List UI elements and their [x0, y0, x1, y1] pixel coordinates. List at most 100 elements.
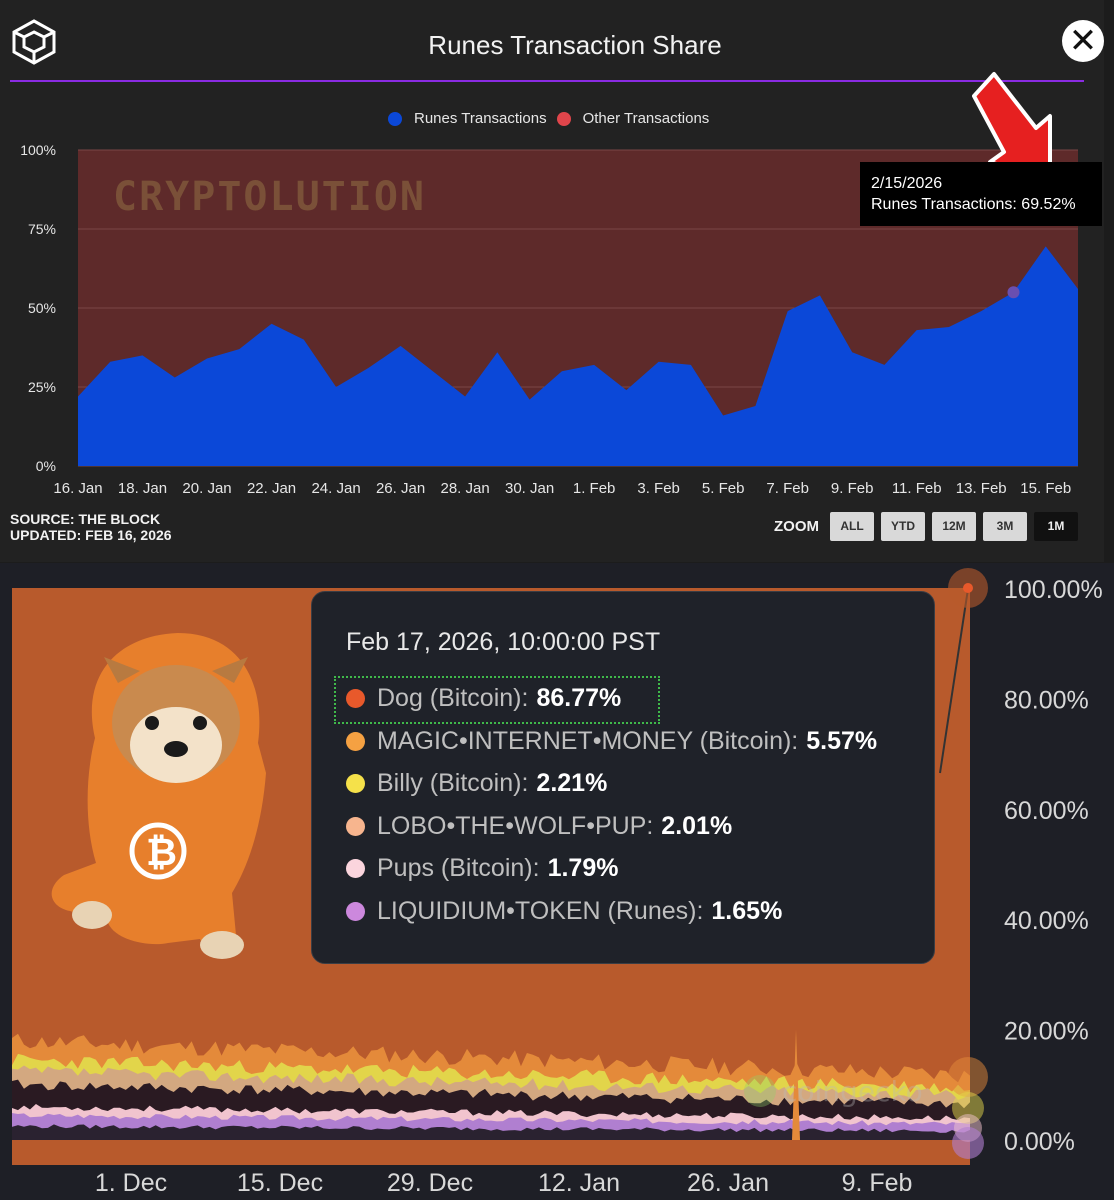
source-note: SOURCE: THE BLOCK UPDATED: FEB 16, 2026 — [10, 511, 172, 543]
row-label: LIQUIDIUM•TOKEN (Runes): — [377, 897, 704, 925]
row-value: 1.79% — [547, 854, 619, 882]
token-share-tooltip: Feb 17, 2026, 10:00:00 PST Dog (Bitcoin)… — [311, 591, 935, 964]
base-area — [12, 1124, 970, 1140]
row-label: LOBO•THE•WOLF•PUP: — [377, 812, 654, 840]
magic-end-marker — [948, 1057, 988, 1097]
legend-item-runes[interactable]: Runes Transactions — [388, 110, 547, 127]
x-tick-label: 18. Jan — [118, 480, 167, 497]
runes-market-share-panel: 0.00% 20.00% 40.00% 60.00% 80.00% 100.00% 1. … — [0, 563, 1114, 1200]
close-button[interactable]: ✕ — [1062, 20, 1104, 62]
x-tick-label: 28. Jan — [440, 480, 489, 497]
tooltip-row-billy: Billy (Bitcoin): 2.21% — [346, 769, 607, 798]
y-tick-label: 50% — [28, 300, 56, 316]
bitcoin-logo-icon — [129, 822, 187, 880]
dog-highlight-box — [334, 676, 660, 724]
x-tick-label: 9. Feb — [842, 1169, 913, 1197]
billy-series-dot — [346, 774, 365, 793]
y-tick-label: 40.00% — [1004, 907, 1089, 935]
runes-legend-dot — [388, 111, 402, 126]
tooltip-value: Runes Transactions: 69.52% — [871, 196, 1076, 213]
y-tick-label: 80.00% — [1004, 686, 1089, 714]
x-tick-label: 9. Feb — [831, 480, 874, 497]
runes-chart-svg: CRYPTOLUTION 0% 25% 50% 75% 100% 16. Jan 18. … — [10, 72, 1084, 497]
updated-line: UPDATED: FEB 16, 2026 — [10, 527, 172, 543]
zoom-label: ZOOM — [774, 518, 819, 535]
magic-spike — [792, 1029, 800, 1140]
coingecko-logo-icon — [744, 1075, 776, 1107]
x-tick-label: 12. Jan — [538, 1169, 620, 1197]
runes-series-area — [78, 246, 1078, 466]
coingecko-watermark: coingecko — [744, 1075, 923, 1108]
row-label: MAGIC•INTERNET•MONEY (Bitcoin): — [377, 727, 799, 755]
row-value: 5.57% — [806, 727, 878, 755]
y-tick-label: 0% — [36, 458, 56, 474]
x-tick-label: 5. Feb — [702, 480, 745, 497]
x-tick-label: 1. Feb — [573, 480, 616, 497]
legend-item-other[interactable]: Other Transactions — [556, 110, 710, 127]
zoom-12m-button[interactable]: 12M — [932, 512, 976, 541]
x-tick-label: 16. Jan — [53, 480, 102, 497]
x-tick-label: 1. Dec — [95, 1169, 167, 1197]
x-tick-label: 3. Feb — [637, 480, 680, 497]
row-label: Dog (Bitcoin): — [377, 684, 529, 712]
tooltip-row-lobo: LOBO•THE•WOLF•PUP: 2.01% — [346, 812, 732, 841]
tooltip-timestamp: Feb 17, 2026, 10:00:00 PST — [346, 628, 661, 656]
x-tick-label: 7. Feb — [766, 480, 809, 497]
the-block-logo-icon — [12, 19, 56, 65]
magic-series-dot — [346, 732, 365, 751]
other-legend-dot — [556, 111, 571, 126]
row-label: Billy (Bitcoin): — [377, 769, 529, 797]
pups-series-dot — [346, 859, 365, 878]
runes-tooltip: 2/15/2026 Runes Transactions: 69.52% — [860, 162, 1102, 226]
cryptolution-watermark: CRYPTOLUTION — [113, 174, 426, 220]
chart-legend: Runes Transactions Other Transactions — [388, 110, 709, 127]
y-tick-label: 60.00% — [1004, 797, 1089, 825]
row-value: 2.21% — [536, 769, 608, 797]
x-tick-label: 15. Feb — [1020, 480, 1071, 497]
liquidium-end-marker — [952, 1127, 984, 1159]
dog-hoodie-illustration: ₿ — [51, 633, 267, 959]
x-tick-label: 11. Feb — [892, 480, 942, 497]
zoom-all-button[interactable]: ALL — [830, 512, 874, 541]
tooltip-row-liquidium: LIQUIDIUM•TOKEN (Runes): 1.65% — [346, 897, 782, 926]
tooltip-row-magic: MAGIC•INTERNET•MONEY (Bitcoin): 5.57% — [346, 727, 877, 756]
zoom-1m-button[interactable]: 1M — [1034, 512, 1078, 541]
legend-label-other: Other Transactions — [582, 110, 710, 127]
tooltip-date: 2/15/2026 — [871, 175, 943, 192]
x-tick-label: 15. Dec — [237, 1169, 323, 1197]
y-tick-label: 75% — [28, 221, 56, 237]
zoom-3m-button[interactable]: 3M — [983, 512, 1027, 541]
zoom-ytd-button[interactable]: YTD — [881, 512, 925, 541]
x-tick-label: 26. Jan — [376, 480, 425, 497]
x-tick-label: 22. Jan — [247, 480, 296, 497]
source-line: SOURCE: THE BLOCK — [10, 511, 161, 527]
svg-text:₿: ₿ — [146, 830, 177, 874]
x-tick-label: 13. Feb — [956, 480, 1007, 497]
x-tick-label: 20. Jan — [182, 480, 231, 497]
tooltip-point-marker — [1007, 286, 1020, 299]
row-value: 86.77% — [536, 684, 622, 712]
legend-label-runes: Runes Transactions — [414, 110, 547, 127]
tooltip-row-dog: Dog (Bitcoin): 86.77% — [346, 684, 621, 713]
dog-series-dot — [346, 689, 365, 708]
y-tick-label: 20.00% — [1004, 1018, 1089, 1046]
row-value: 1.65% — [711, 897, 783, 925]
y-tick-label: 100% — [20, 142, 56, 158]
red-arrow-icon — [972, 72, 1052, 182]
lobo-series-dot — [346, 817, 365, 836]
billy-end-marker — [952, 1092, 984, 1124]
y-tick-label: 100.00% — [1004, 576, 1103, 604]
y-tick-label: 25% — [28, 379, 56, 395]
dog-edge-line — [939, 588, 969, 774]
x-tick-label: 30. Jan — [505, 480, 554, 497]
runes-share-panel: CRYPTOLUTION 0% 25% 50% 75% 100% 16. Jan 18. … — [0, 0, 1104, 562]
x-tick-label: 24. Jan — [311, 480, 360, 497]
row-label: Pups (Bitcoin): — [377, 854, 540, 882]
dog-end-point — [963, 583, 973, 593]
row-value: 2.01% — [661, 812, 733, 840]
y-tick-label: 0.00% — [1004, 1128, 1075, 1156]
chart-title: Runes Transaction Share — [428, 30, 722, 60]
tooltip-row-pups: Pups (Bitcoin): 1.79% — [346, 854, 618, 883]
coingecko-text: coingecko — [782, 1075, 923, 1108]
x-tick-label: 26. Jan — [687, 1169, 769, 1197]
